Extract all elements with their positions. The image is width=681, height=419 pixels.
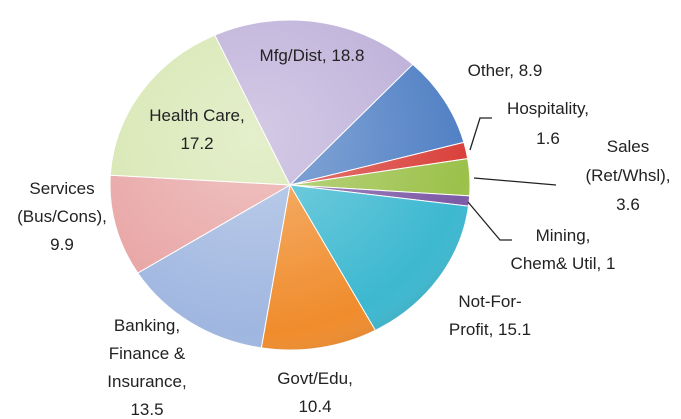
data-label: Mfg/Dist, 18.8	[260, 46, 365, 65]
label-line: Services	[29, 179, 94, 198]
category-label: Services (Bus/Cons)	[17, 179, 102, 226]
category-label: Mfg/Dist	[260, 46, 323, 65]
value-label: 15.1	[498, 320, 531, 339]
label-separator: ,	[182, 372, 187, 391]
label-separator: ,	[322, 46, 327, 65]
label-separator: ,	[597, 254, 602, 273]
label-line: Other	[468, 61, 511, 80]
category-label: Mining, Chem& Util	[511, 226, 597, 273]
label-line: Mfg/Dist	[260, 46, 323, 65]
label-line: (Bus/Cons)	[17, 207, 102, 226]
value-label: 18.8	[331, 46, 364, 65]
value-label: 9.9	[50, 235, 74, 254]
value-label: 1.6	[536, 129, 560, 148]
value-label: 13.5	[130, 400, 163, 419]
category-label: Sales (Ret/Whsl)	[585, 137, 665, 185]
value-label: 3.6	[616, 195, 640, 214]
label-separator: ,	[348, 369, 353, 388]
label-line: Not-For-	[458, 292, 521, 311]
label-line: Finance &	[109, 344, 186, 363]
value-label: 10.4	[298, 397, 331, 416]
data-label: Not-For- Profit, 15.1	[449, 292, 531, 339]
data-label: Govt/Edu, 10.4	[277, 369, 353, 416]
label-separator: ,	[509, 61, 514, 80]
pie	[109, 19, 471, 351]
label-line: (Ret/Whsl)	[585, 166, 665, 185]
data-label: Sales (Ret/Whsl), 3.6	[585, 137, 670, 214]
label-separator: ,	[584, 99, 589, 118]
labels: Other, 8.9 Hospitality, 1.6 Sales (Ret/Whsl)…	[17, 46, 670, 419]
data-label: Services (Bus/Cons), 9.9	[17, 179, 107, 254]
value-label: 17.2	[180, 134, 213, 153]
data-label: Other, 8.9	[468, 61, 543, 80]
label-line: Hospitality	[507, 99, 586, 118]
data-label: Banking, Finance & Insurance, 13.5	[107, 316, 186, 419]
label-separator: ,	[489, 320, 494, 339]
label-line: Govt/Edu	[277, 369, 348, 388]
leader-line	[473, 177, 557, 186]
data-label: Mining, Chem& Util, 1	[511, 226, 616, 273]
category-label: Not-For- Profit	[449, 292, 522, 339]
value-label: 1	[606, 254, 615, 273]
label-separator: ,	[666, 166, 671, 185]
category-label: Govt/Edu	[277, 369, 348, 388]
label-line: Banking,	[114, 316, 180, 335]
label-line: Health Care	[149, 106, 240, 125]
label-line: Chem& Util	[511, 254, 597, 273]
leader-line	[469, 117, 492, 151]
data-label: Hospitality, 1.6	[507, 99, 589, 148]
category-label: Other	[468, 61, 511, 80]
category-label: Health Care	[149, 106, 240, 125]
label-line: Insurance	[107, 372, 182, 391]
category-label: Hospitality	[507, 99, 586, 118]
label-separator: ,	[240, 106, 245, 125]
label-line: Mining,	[536, 226, 591, 245]
leader-line	[467, 201, 512, 241]
data-label: Health Care, 17.2	[149, 106, 244, 153]
label-separator: ,	[102, 207, 107, 226]
category-label: Banking, Finance & Insurance	[107, 316, 186, 391]
label-line: Sales	[607, 137, 650, 156]
value-label: 8.9	[519, 61, 543, 80]
label-line: Profit	[449, 320, 489, 339]
